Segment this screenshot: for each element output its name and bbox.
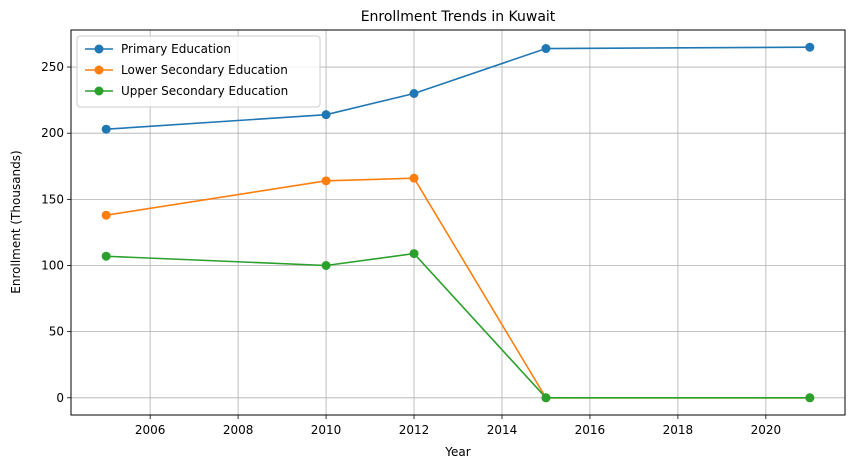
x-tick-label: 2008 (223, 423, 254, 437)
series-2 (101, 173, 815, 403)
legend-marker (94, 65, 104, 75)
x-tick-label: 2012 (399, 423, 430, 437)
data-point (409, 173, 419, 183)
series-3 (101, 249, 815, 403)
y-tick-label: 0 (56, 391, 64, 405)
data-point (321, 176, 331, 186)
legend-item: Lower Secondary Education (85, 63, 288, 77)
data-point (541, 393, 551, 403)
y-tick-label: 100 (41, 258, 64, 272)
y-tick-label: 50 (49, 325, 64, 339)
series-1 (101, 42, 815, 134)
legend-item: Upper Secondary Education (85, 84, 288, 98)
legend-marker (94, 86, 104, 96)
legend-item: Primary Education (85, 42, 231, 56)
data-point (805, 42, 815, 52)
axes: 2006 2008 2010 2012 2014 2016 2018 2020 0 50 100 15… (41, 60, 781, 437)
legend-box (76, 35, 321, 108)
y-axis-label: Enrollment (Thousands) (9, 150, 23, 293)
data-point (409, 89, 419, 99)
y-tick-label: 250 (41, 60, 64, 74)
y-tick-label: 150 (41, 192, 64, 206)
x-tick-label: 2018 (663, 423, 694, 437)
data-point (805, 393, 815, 403)
series-group (101, 42, 815, 403)
x-tick-label: 2020 (751, 423, 782, 437)
plot-frame (70, 29, 846, 416)
data-point (409, 249, 419, 259)
data-point (321, 110, 331, 120)
data-point (321, 260, 331, 270)
data-point (101, 124, 111, 134)
legend-label: Upper Secondary Education (121, 84, 288, 98)
legend-label: Lower Secondary Education (121, 63, 288, 77)
x-tick-label: 2014 (487, 423, 518, 437)
data-point (101, 251, 111, 261)
x-axis-label: Year (444, 445, 470, 459)
grid (71, 30, 845, 415)
data-point (101, 210, 111, 220)
x-tick-label: 2006 (135, 423, 166, 437)
y-tick-label: 200 (41, 126, 64, 140)
legend-label: Primary Education (121, 42, 231, 56)
x-tick-label: 2016 (575, 423, 606, 437)
series-line (106, 177, 810, 399)
legend: Primary Education Lower Secondary Educati… (76, 35, 321, 108)
data-point (541, 44, 551, 54)
legend-marker (94, 44, 104, 54)
series-line (106, 252, 810, 399)
chart-title: Enrollment Trends in Kuwait (361, 9, 556, 25)
x-tick-label: 2010 (311, 423, 342, 437)
